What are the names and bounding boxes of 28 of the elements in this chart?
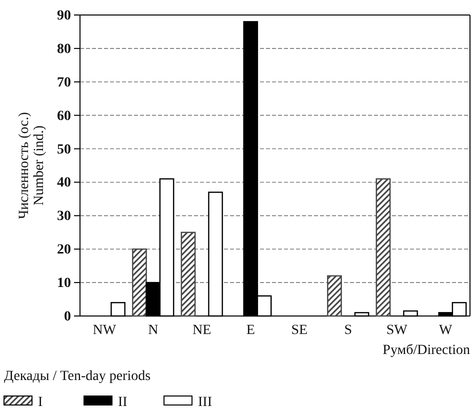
- y-tick-label: 10: [57, 276, 71, 292]
- x-tick-label: S: [344, 322, 352, 338]
- y-tick-label: 80: [57, 42, 71, 57]
- y-tick-label: 60: [57, 108, 71, 124]
- bar: [132, 248, 147, 317]
- y-tick-label: 30: [57, 209, 71, 224]
- x-tick-label: W: [439, 322, 454, 338]
- bar: [180, 232, 196, 317]
- x-tick-label: E: [246, 322, 255, 338]
- legend-title: Декады / Ten-day periods: [4, 369, 151, 384]
- legend-label: III: [198, 395, 212, 410]
- x-tick-label: SE: [291, 322, 308, 338]
- y-tick-label: 40: [57, 176, 71, 191]
- y-tick-label: 90: [57, 8, 71, 24]
- y-axis-title: Численность (ос.) Number (ind.): [17, 112, 47, 219]
- x-tick-label: SW: [386, 322, 408, 338]
- x-tick-label: NW: [92, 322, 117, 338]
- y-tick-label: 0: [64, 309, 71, 324]
- y-tick-label: 50: [57, 142, 71, 158]
- bar: [376, 178, 391, 317]
- legend-label: I: [38, 395, 43, 410]
- y-tick-label: 70: [57, 75, 71, 90]
- x-tick-label: NE: [192, 322, 212, 338]
- x-tick-label: N: [148, 322, 158, 338]
- bar: [327, 275, 342, 317]
- x-axis-title: Румб/Direction: [382, 343, 470, 358]
- legend-label: II: [118, 395, 128, 410]
- y-tick-label: 20: [57, 242, 71, 258]
